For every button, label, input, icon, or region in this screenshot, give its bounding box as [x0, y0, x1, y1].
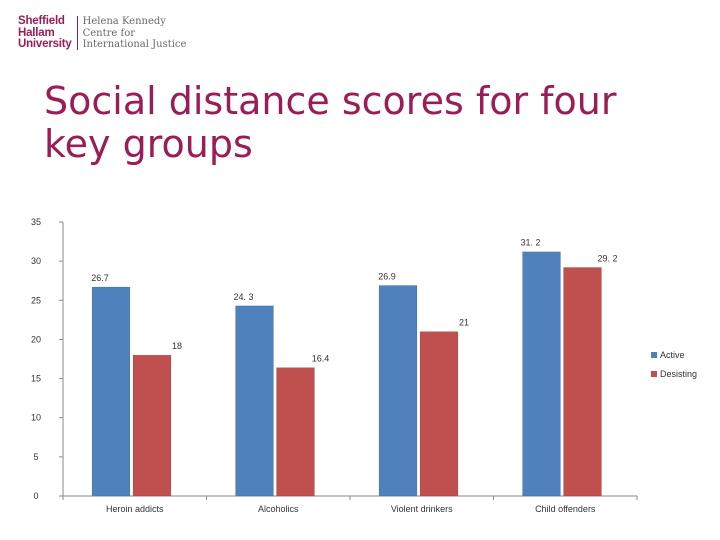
- slide-title-line-2: key groups: [44, 122, 253, 166]
- data-label: 18: [172, 341, 182, 351]
- y-tick-label: 25: [31, 295, 41, 305]
- sheffield-hallam-logo: Sheffield Hallam University Helena Kenne…: [18, 15, 187, 50]
- centre-line-1: Helena Kennedy: [82, 16, 166, 27]
- logo-line-3: University: [18, 38, 72, 50]
- legend-swatch: [651, 371, 657, 377]
- bar-active: [522, 251, 561, 497]
- university-wordmark: Sheffield Hallam University: [18, 15, 72, 50]
- x-category-label: Alcoholics: [258, 504, 299, 514]
- bar-active: [91, 286, 131, 497]
- logo-divider: [76, 16, 78, 50]
- legend-swatch: [651, 352, 657, 358]
- data-label: 29. 2: [597, 253, 617, 263]
- y-tick-label: 10: [31, 413, 41, 423]
- x-category-label: Child offenders: [535, 504, 596, 514]
- data-label: 26.7: [91, 273, 109, 283]
- y-tick-label: 5: [33, 452, 38, 462]
- slide-title: Social distance scores for four key group…: [44, 80, 684, 166]
- y-tick-label: 35: [31, 217, 41, 227]
- bar-desisting: [132, 354, 172, 497]
- logo-line-2: Hallam: [18, 26, 55, 39]
- bar-desisting: [563, 266, 602, 497]
- data-label: 31. 2: [520, 238, 540, 248]
- legend-label: Desisting: [660, 369, 697, 379]
- y-tick-label: 30: [31, 256, 41, 266]
- y-tick-label: 0: [33, 491, 38, 501]
- x-category-label: Violent drinkers: [391, 504, 453, 514]
- data-label: 24. 3: [233, 292, 253, 302]
- bar-active: [378, 284, 418, 497]
- data-label: 26.9: [378, 271, 396, 281]
- legend-label: Active: [660, 350, 685, 360]
- centre-wordmark: Helena Kennedy Centre for International …: [83, 16, 187, 50]
- data-label: 16.4: [312, 354, 330, 364]
- logo-line-1: Sheffield: [18, 15, 65, 27]
- centre-line-2: Centre for: [82, 27, 136, 39]
- bar-desisting: [276, 367, 315, 497]
- y-tick-label: 20: [31, 334, 41, 344]
- slide-title-line-1: Social distance scores for four: [44, 79, 617, 123]
- data-label: 21: [459, 318, 469, 328]
- bar-desisting: [419, 331, 459, 497]
- bar-active: [235, 305, 274, 497]
- y-tick-label: 15: [31, 374, 41, 384]
- centre-line-3: International Justice: [82, 39, 187, 50]
- x-category-label: Heroin addicts: [106, 504, 164, 514]
